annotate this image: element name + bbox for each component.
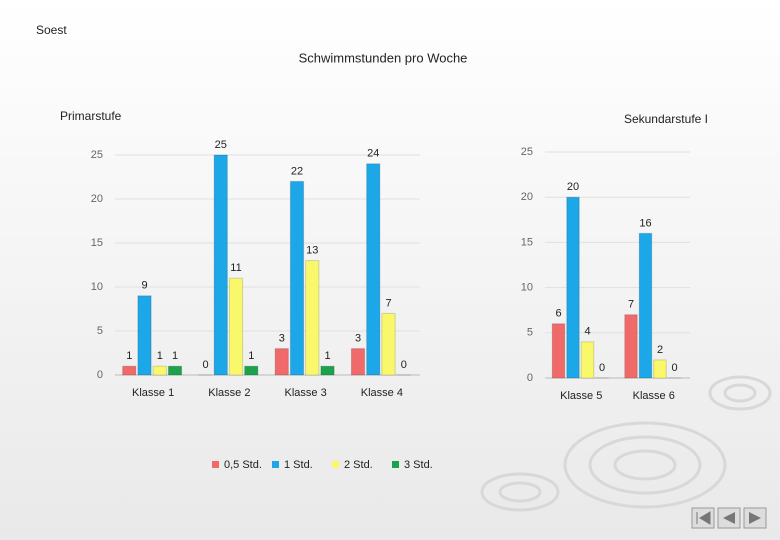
bar (122, 365, 137, 376)
slide-title: Schwimmstunden pro Woche (299, 50, 468, 65)
data-label: 25 (215, 139, 227, 151)
bar (366, 163, 381, 376)
bar (228, 277, 244, 376)
data-label: 1 (324, 350, 330, 362)
legend-label: 3 Std. (404, 459, 433, 471)
first-icon (696, 511, 711, 525)
bar (137, 295, 152, 376)
data-label: 1 (126, 350, 132, 362)
y-tick-label: 15 (521, 236, 533, 248)
data-label: 7 (385, 297, 391, 309)
data-label: 9 (141, 280, 147, 292)
bar (638, 232, 653, 379)
data-label: 1 (248, 350, 254, 362)
y-tick-label: 25 (521, 146, 533, 158)
y-tick-label: 20 (521, 191, 533, 203)
data-label: 3 (279, 333, 285, 345)
data-label: 11 (230, 262, 241, 274)
bar (653, 359, 667, 379)
y-tick-label: 0 (97, 369, 103, 381)
legend-swatch (332, 461, 339, 468)
y-tick-label: 5 (97, 325, 103, 337)
data-label: 0 (599, 362, 605, 374)
bar (152, 365, 167, 376)
x-tick-label: Klasse 2 (208, 387, 250, 399)
x-tick-label: Klasse 5 (560, 390, 602, 402)
prev-icon (723, 512, 735, 524)
data-label: 20 (567, 181, 579, 193)
bar (167, 365, 183, 376)
data-label: 0 (671, 362, 677, 374)
next-icon (749, 512, 761, 524)
legend-swatch (212, 461, 219, 468)
decoration (480, 375, 772, 512)
legend-label: 1 Std. (284, 459, 313, 471)
x-tick-label: Klasse 3 (285, 387, 327, 399)
bar (624, 314, 638, 379)
y-tick-label: 0 (527, 372, 533, 384)
data-label: 0 (401, 359, 407, 371)
data-label: 1 (172, 350, 178, 362)
bar (566, 196, 580, 379)
y-tick-label: 10 (521, 282, 533, 294)
chart-title: Primarstufe (60, 109, 122, 123)
nav-buttons (691, 507, 767, 529)
bar (244, 365, 259, 376)
data-label: 7 (628, 299, 634, 311)
bar (320, 365, 335, 376)
data-label: 0 (202, 359, 208, 371)
y-tick-label: 15 (91, 237, 103, 249)
bar (350, 348, 366, 376)
header: Soest (36, 23, 67, 37)
data-label: 22 (291, 165, 303, 177)
bar (289, 180, 305, 376)
chart-title: Sekundarstufe I (624, 112, 708, 126)
legend-swatch (392, 461, 399, 468)
bar (213, 154, 228, 376)
bar (305, 260, 320, 376)
data-label: 3 (355, 333, 361, 345)
data-label: 24 (367, 148, 379, 160)
bar (551, 323, 566, 379)
y-tick-label: 10 (91, 281, 103, 293)
bar (274, 348, 289, 376)
x-tick-label: Klasse 1 (132, 387, 174, 399)
data-label: 2 (657, 344, 663, 356)
legend-swatch (272, 461, 279, 468)
y-tick-label: 5 (527, 327, 533, 339)
data-label: 13 (306, 245, 318, 257)
bar (381, 312, 396, 376)
data-label: 6 (555, 308, 561, 320)
legend-label: 2 Std. (344, 459, 373, 471)
y-tick-label: 25 (91, 149, 103, 161)
data-label: 16 (639, 217, 651, 229)
bar (580, 341, 595, 379)
data-label: 1 (157, 350, 163, 362)
y-tick-label: 20 (91, 193, 103, 205)
x-tick-label: Klasse 4 (361, 387, 403, 399)
legend-label: 0,5 Std. (224, 459, 262, 471)
data-label: 4 (584, 326, 590, 338)
x-tick-label: Klasse 6 (633, 390, 675, 402)
